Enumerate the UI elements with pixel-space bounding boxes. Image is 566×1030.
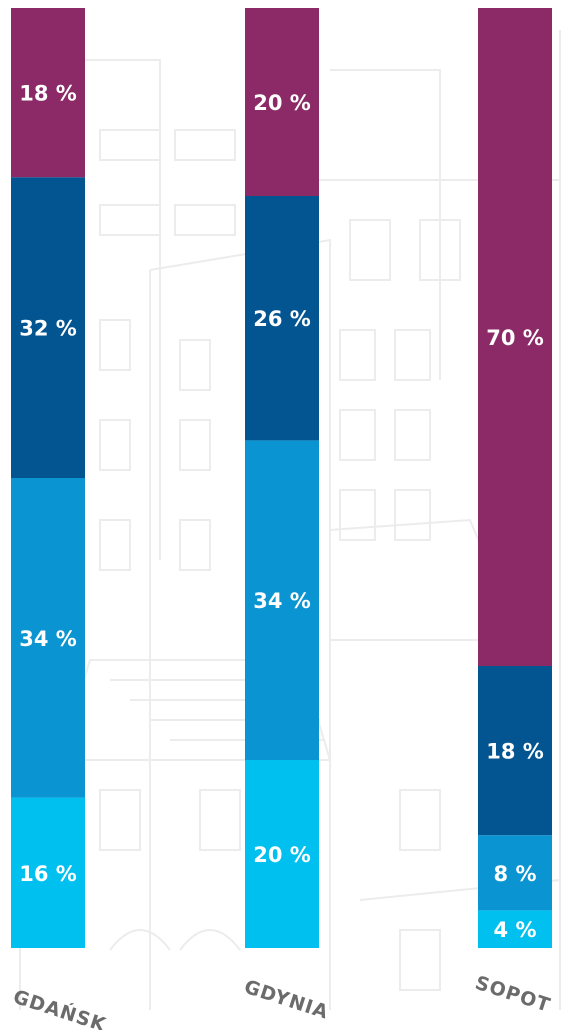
bar-segment-gdan-sk-3 (11, 8, 85, 178)
bar-segment-gdynia-0 (245, 760, 319, 948)
data-label-gdynia-0: 20 % (253, 843, 311, 867)
bar-segment-sopot-2 (478, 666, 552, 836)
bar-segment-gdan-sk-0 (11, 797, 85, 948)
data-label-gdan-sk-2: 32 % (19, 317, 77, 341)
bar-segment-sopot-1 (478, 835, 552, 911)
bar-segment-sopot-0 (478, 910, 552, 948)
data-label-sopot-3: 70 % (486, 326, 544, 350)
bar-segment-gdan-sk-2 (11, 177, 85, 478)
data-label-gdynia-1: 34 % (253, 589, 311, 613)
data-label-gdynia-2: 26 % (253, 307, 311, 331)
data-label-gdan-sk-3: 18 % (19, 82, 77, 106)
category-label-sopot: SOPOT (472, 972, 553, 1017)
data-label-sopot-0: 4 % (494, 918, 537, 942)
category-label-gdynia: GDYNIA (241, 976, 331, 1024)
data-label-sopot-1: 8 % (494, 862, 537, 886)
data-label-gdan-sk-1: 34 % (19, 627, 77, 651)
data-label-gdynia-3: 20 % (253, 91, 311, 115)
data-label-gdan-sk-0: 16 % (19, 862, 77, 886)
bar-segment-gdan-sk-1 (11, 478, 85, 798)
category-label-gdan-sk: GDAŃSK (10, 985, 109, 1030)
bar-segment-gdynia-1 (245, 440, 319, 760)
bar-segment-sopot-3 (478, 8, 552, 666)
bar-segment-gdynia-3 (245, 8, 319, 196)
bar-segment-gdynia-2 (245, 196, 319, 441)
data-label-sopot-2: 18 % (486, 740, 544, 764)
